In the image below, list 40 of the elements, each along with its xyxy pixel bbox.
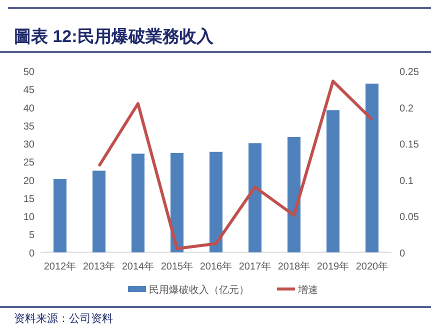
bar [210, 152, 222, 252]
x-tick-label: 2013年 [82, 260, 116, 272]
bar [366, 84, 378, 252]
y2-tick-label: 0 [400, 248, 406, 260]
y2-tick-label: 0.15 [400, 140, 420, 151]
line-series [98, 80, 374, 250]
bar [170, 152, 184, 252]
y-tick-label: 10 [23, 212, 35, 224]
y-tick-label: 45 [23, 85, 35, 96]
bar [54, 179, 66, 252]
bar [326, 110, 340, 252]
chart-title: 圖表 12:民用爆破業務收入 [14, 27, 214, 46]
y-tick-label: 20 [23, 176, 35, 187]
y2-tick-label: 0.1 [400, 176, 414, 187]
x-tick-label: 2018年 [278, 260, 310, 272]
bar [132, 154, 144, 252]
y-tick-label: 40 [23, 103, 35, 114]
y-tick-label: 5 [28, 230, 35, 242]
text: 资料来源：公司资料 [14, 312, 113, 325]
bar [248, 143, 262, 252]
x-tick-label: 2016年 [200, 260, 232, 272]
y2-tick-label: 0.05 [400, 212, 420, 224]
legend-label: 增速 [297, 284, 318, 296]
bar [92, 170, 106, 252]
y-tick-label: 15 [23, 194, 35, 205]
y2-tick-label: 0.25 [400, 67, 420, 78]
y-tick-label: 50 [23, 67, 35, 78]
y2-tick-label: 0.2 [400, 103, 414, 114]
y-tick-label: 35 [23, 121, 35, 132]
x-tick-label: 2015年 [160, 260, 194, 272]
bar [288, 136, 300, 252]
x-tick-label: 2019年 [316, 260, 350, 272]
y-tick-label: 25 [23, 158, 35, 169]
x-tick-label: 2017年 [238, 260, 272, 272]
x-tick-label: 2020年 [356, 260, 388, 272]
legend-label: 民用爆破收入（亿元） [149, 284, 249, 296]
x-tick-label: 2012年 [44, 260, 76, 272]
y-tick-label: 30 [23, 140, 35, 151]
y-tick-label: 0 [28, 248, 35, 260]
x-tick-label: 2014年 [122, 260, 154, 272]
